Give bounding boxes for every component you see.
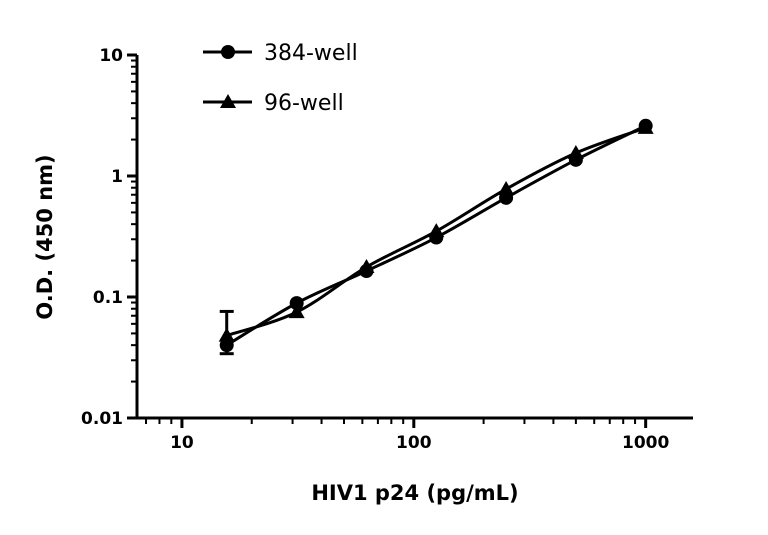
legend-marker-circle bbox=[221, 45, 235, 59]
series-96-well bbox=[218, 119, 654, 342]
y-tick-label: 0.1 bbox=[93, 288, 123, 308]
axes: 0.01 0.1 1 10 10 100 1000 bbox=[81, 46, 693, 453]
data-point bbox=[219, 338, 234, 353]
y-tick-label: 10 bbox=[99, 46, 123, 66]
y-tick-label: 1 bbox=[111, 167, 123, 187]
data-point bbox=[218, 327, 235, 342]
legend-label: 384-well bbox=[264, 41, 358, 66]
legend-label: 96-well bbox=[264, 91, 344, 116]
x-axis-label: HIV1 p24 (pg/mL) bbox=[311, 481, 518, 505]
legend-marker-triangle bbox=[220, 94, 236, 108]
data-point bbox=[289, 296, 304, 311]
data-point bbox=[358, 258, 375, 273]
series-layer bbox=[218, 118, 654, 356]
y-axis-label: O.D. (450 nm) bbox=[33, 154, 57, 319]
data-point bbox=[637, 119, 654, 134]
data-point bbox=[428, 223, 445, 238]
y-tick-label: 0.01 bbox=[81, 409, 123, 429]
x-tick-label: 1000 bbox=[622, 433, 669, 453]
x-tick-label: 100 bbox=[396, 433, 432, 453]
x-tick-label: 10 bbox=[170, 433, 194, 453]
data-point bbox=[288, 304, 305, 319]
legend: 384-well 96-well bbox=[203, 41, 358, 116]
data-point bbox=[498, 181, 515, 196]
data-point bbox=[567, 144, 584, 159]
